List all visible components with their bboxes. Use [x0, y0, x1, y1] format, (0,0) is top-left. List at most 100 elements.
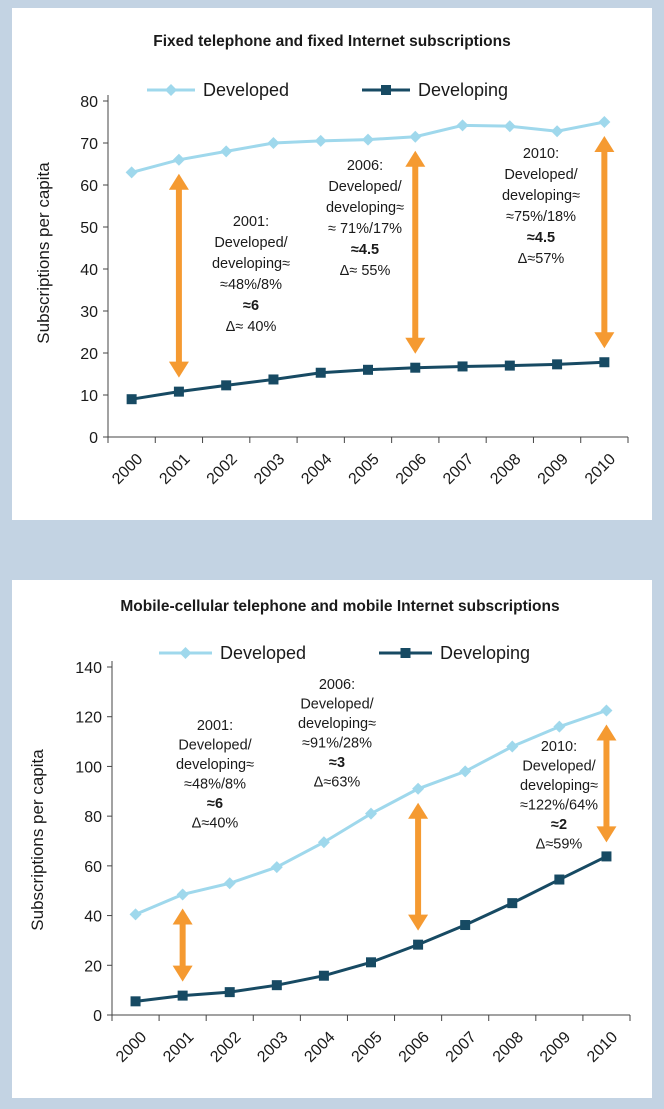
series-line-developing [135, 855, 608, 1003]
arrow-head-down [594, 332, 615, 349]
annotation-line: ≈48%/8% [220, 277, 282, 293]
data-point-developing [126, 394, 137, 405]
data-point-developed [412, 782, 425, 795]
annotation-line: developing≈ [502, 188, 580, 204]
annotation-line: ≈75%/18% [506, 209, 576, 225]
data-point-developing [457, 361, 468, 372]
legend-item-developing: Developing [379, 643, 530, 663]
data-point-developing [271, 980, 282, 991]
annotation-line: Developed/ [300, 697, 374, 713]
data-point-developed [223, 877, 236, 890]
annotation-line: developing≈ [212, 256, 290, 272]
y-tick-label: 20 [80, 346, 98, 363]
legend-marker [400, 648, 411, 658]
data-point-developed [267, 137, 280, 149]
data-point-developing [599, 357, 610, 368]
x-tick-label: 2009 [537, 1029, 574, 1066]
data-point-developing [363, 364, 373, 375]
annotation-line: 2001: [233, 214, 269, 230]
y-tick-label: 100 [75, 759, 102, 776]
annotation-line: ≈4.5 [351, 242, 379, 258]
data-point-developed [600, 704, 613, 717]
annotation-line: Δ≈63% [314, 775, 361, 791]
data-point-developed [506, 740, 519, 753]
y-tick-label: 50 [80, 220, 98, 237]
data-point-developed [176, 888, 189, 901]
data-point-developed [365, 807, 377, 820]
annotation-2006: 2006: Developed/developing≈ ≈ 71%/17% ≈4.5 Δ… [326, 158, 404, 279]
data-point-developing [410, 362, 421, 373]
annotation-line: ≈3 [329, 755, 345, 771]
data-point-developing [460, 920, 471, 931]
x-tick-label: 2005 [349, 1029, 386, 1066]
x-tick-label: 2009 [535, 451, 572, 488]
x-tick-label: 2006 [393, 451, 430, 488]
data-point-developing [504, 360, 515, 371]
y-tick-label: 10 [80, 388, 98, 405]
x-tick-label: 2008 [490, 1029, 527, 1066]
annotation-line: ≈122%/64% [520, 798, 598, 814]
data-point-developing [552, 359, 563, 370]
arrow-head-up [172, 908, 193, 925]
data-point-developing [318, 970, 329, 981]
y-tick-label: 60 [84, 859, 102, 876]
data-point-developed [553, 720, 566, 733]
y-tick-label: 60 [80, 178, 98, 195]
annotation-line: Δ≈ 55% [340, 263, 391, 279]
double-arrow [172, 908, 193, 982]
chart-title: Fixed telephone and fixed Internet subsc… [153, 33, 510, 50]
data-point-developed [362, 133, 374, 146]
y-tick-label: 80 [80, 94, 98, 111]
arrow-head-down [596, 826, 617, 843]
legend-item-developed: Developed [147, 80, 289, 100]
x-tick-label: 2001 [156, 451, 193, 488]
annotation-2001: 2001: Developed/developing≈ ≈48%/8% ≈6 Δ≈40% [176, 718, 254, 832]
legend-label: Developed [220, 643, 306, 663]
double-arrow [408, 802, 429, 931]
data-point-developing [315, 367, 326, 378]
y-tick-label: 20 [84, 958, 102, 975]
annotation-2006: 2006: Developed/developing≈ ≈91%/28% ≈3 Δ≈63… [298, 677, 376, 791]
annotation-line: 2006: [347, 158, 383, 174]
y-tick-label: 40 [80, 262, 98, 279]
annotation-line: ≈6 [243, 298, 259, 314]
annotation-line: ≈4.5 [527, 230, 555, 246]
x-tick-label: 2003 [251, 451, 288, 488]
data-point-developing [173, 386, 184, 397]
x-tick-label: 2000 [113, 1029, 150, 1066]
y-tick-label: 140 [75, 660, 102, 677]
data-point-developed [314, 134, 327, 147]
x-tick-label: 2002 [207, 1029, 244, 1066]
annotation-line: 2010: [523, 146, 559, 162]
data-point-developed [270, 861, 283, 874]
data-point-developed [598, 116, 611, 128]
arrow-head-up [168, 173, 189, 190]
double-arrow [168, 173, 189, 378]
y-tick-label: 0 [89, 430, 98, 447]
data-point-developed [503, 120, 516, 133]
data-point-developing [268, 374, 279, 385]
x-tick-label: 2010 [584, 1029, 621, 1066]
arrow-head-down [172, 965, 193, 982]
arrow-head-up [405, 150, 426, 167]
annotation-line: Δ≈59% [536, 837, 583, 853]
chart-title: Mobile-cellular telephone and mobile Int… [120, 598, 559, 615]
annotation-line: developing≈ [326, 200, 404, 216]
annotation-2010: 2010: Developed/developing≈ ≈75%/18% ≈4.5 Δ≈… [502, 146, 580, 267]
annotation-line: 2010: [541, 739, 577, 755]
y-tick-label: 80 [84, 809, 102, 826]
y-tick-label: 0 [93, 1008, 102, 1025]
arrow-head-down [405, 337, 426, 354]
annotation-line: developing≈ [176, 757, 254, 773]
y-tick-label: 120 [75, 710, 102, 727]
annotation-line: Developed/ [178, 738, 252, 754]
annotation-line: Developed/ [522, 759, 596, 775]
data-point-developing [130, 996, 141, 1007]
y-axis-label: Subscriptions per capita [28, 749, 47, 931]
y-axis-label: Subscriptions per capita [34, 162, 53, 344]
data-point-developed [129, 908, 142, 921]
mobile-subscriptions-panel: Mobile-cellular telephone and mobile Int… [12, 580, 652, 1098]
x-tick-label: 2007 [440, 451, 477, 488]
data-point-developing [224, 987, 235, 998]
arrow-head-down [408, 914, 429, 931]
